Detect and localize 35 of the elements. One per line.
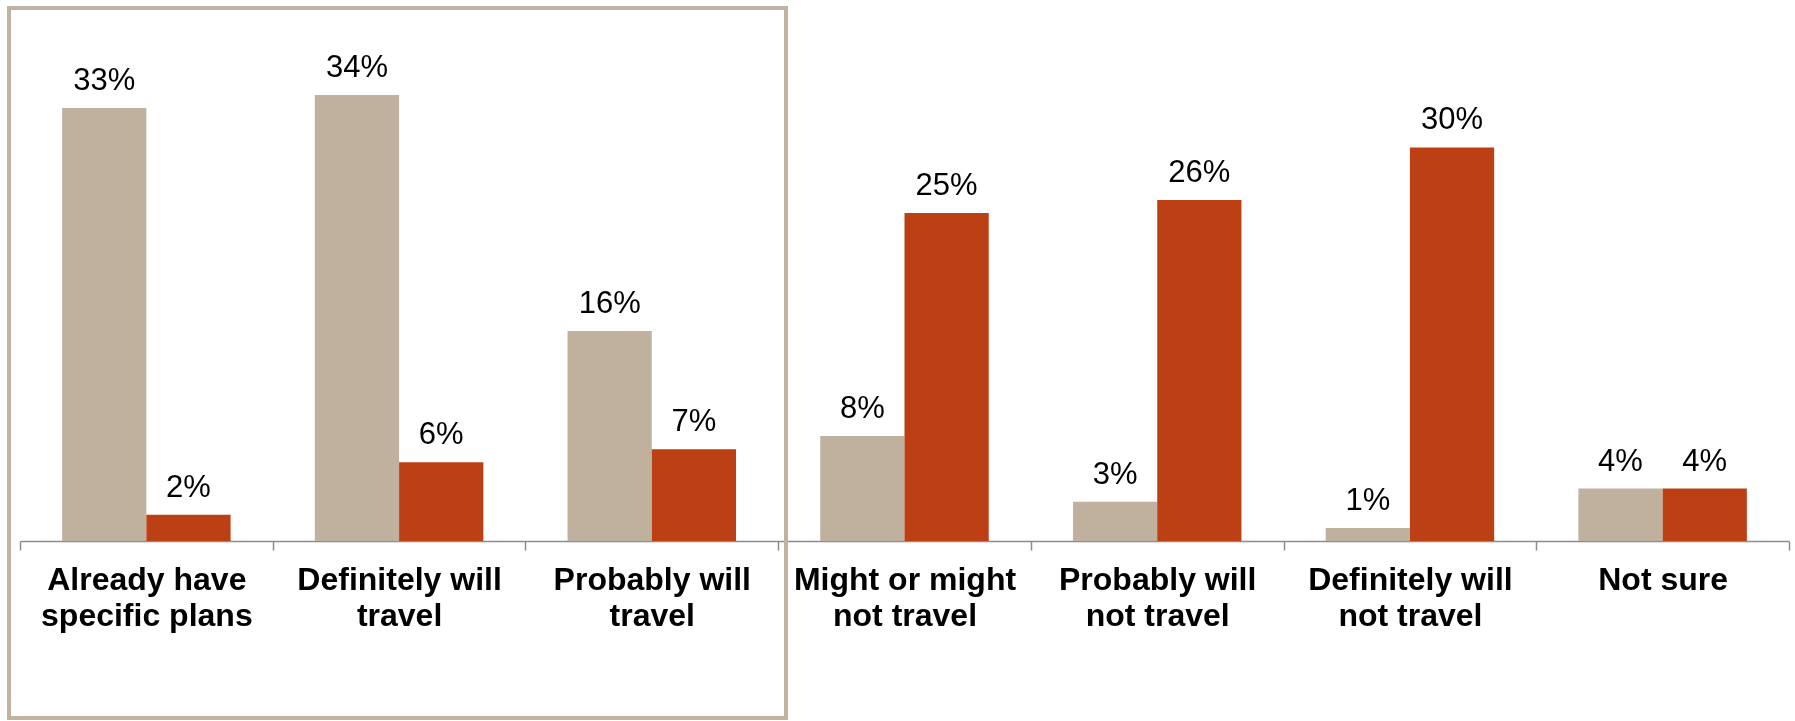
bar bbox=[1578, 488, 1663, 541]
bar bbox=[651, 449, 737, 541]
data-label: 34% bbox=[325, 49, 388, 84]
data-label: 1% bbox=[1345, 481, 1391, 517]
x-tick-label: Probably will not travel bbox=[1059, 560, 1257, 633]
x-tick-label: Definitely will travel bbox=[297, 560, 502, 633]
data-label: 4% bbox=[1598, 442, 1643, 478]
bar bbox=[1662, 488, 1747, 541]
bar bbox=[1409, 147, 1495, 541]
bar bbox=[1072, 501, 1158, 541]
bar bbox=[820, 436, 905, 541]
data-label: 7% bbox=[671, 403, 717, 439]
data-label: 6% bbox=[418, 416, 464, 452]
data-label: 8% bbox=[839, 390, 885, 426]
x-tick-label: Definitely will not travel bbox=[1308, 560, 1513, 633]
x-tick-label: Probably will travel bbox=[553, 560, 751, 633]
data-label: 26% bbox=[1168, 153, 1231, 189]
bar bbox=[146, 514, 231, 541]
x-tick-label: Already have specific plans bbox=[41, 560, 253, 633]
data-label: 2% bbox=[166, 468, 211, 504]
bar bbox=[904, 213, 989, 541]
bar bbox=[314, 95, 400, 541]
data-label: 4% bbox=[1682, 442, 1728, 478]
bar bbox=[1157, 199, 1242, 541]
x-tick-label: Might or might not travel bbox=[793, 560, 1017, 633]
bar bbox=[1325, 527, 1410, 541]
data-label: 33% bbox=[73, 62, 136, 98]
bar bbox=[567, 331, 652, 541]
data-label: 25% bbox=[915, 167, 978, 203]
data-label: 16% bbox=[578, 285, 641, 321]
x-tick-label: Not sure bbox=[1598, 560, 1729, 597]
data-label: 30% bbox=[1421, 101, 1484, 137]
bar bbox=[399, 462, 484, 541]
data-label: 3% bbox=[1092, 455, 1138, 491]
bar bbox=[62, 108, 147, 541]
